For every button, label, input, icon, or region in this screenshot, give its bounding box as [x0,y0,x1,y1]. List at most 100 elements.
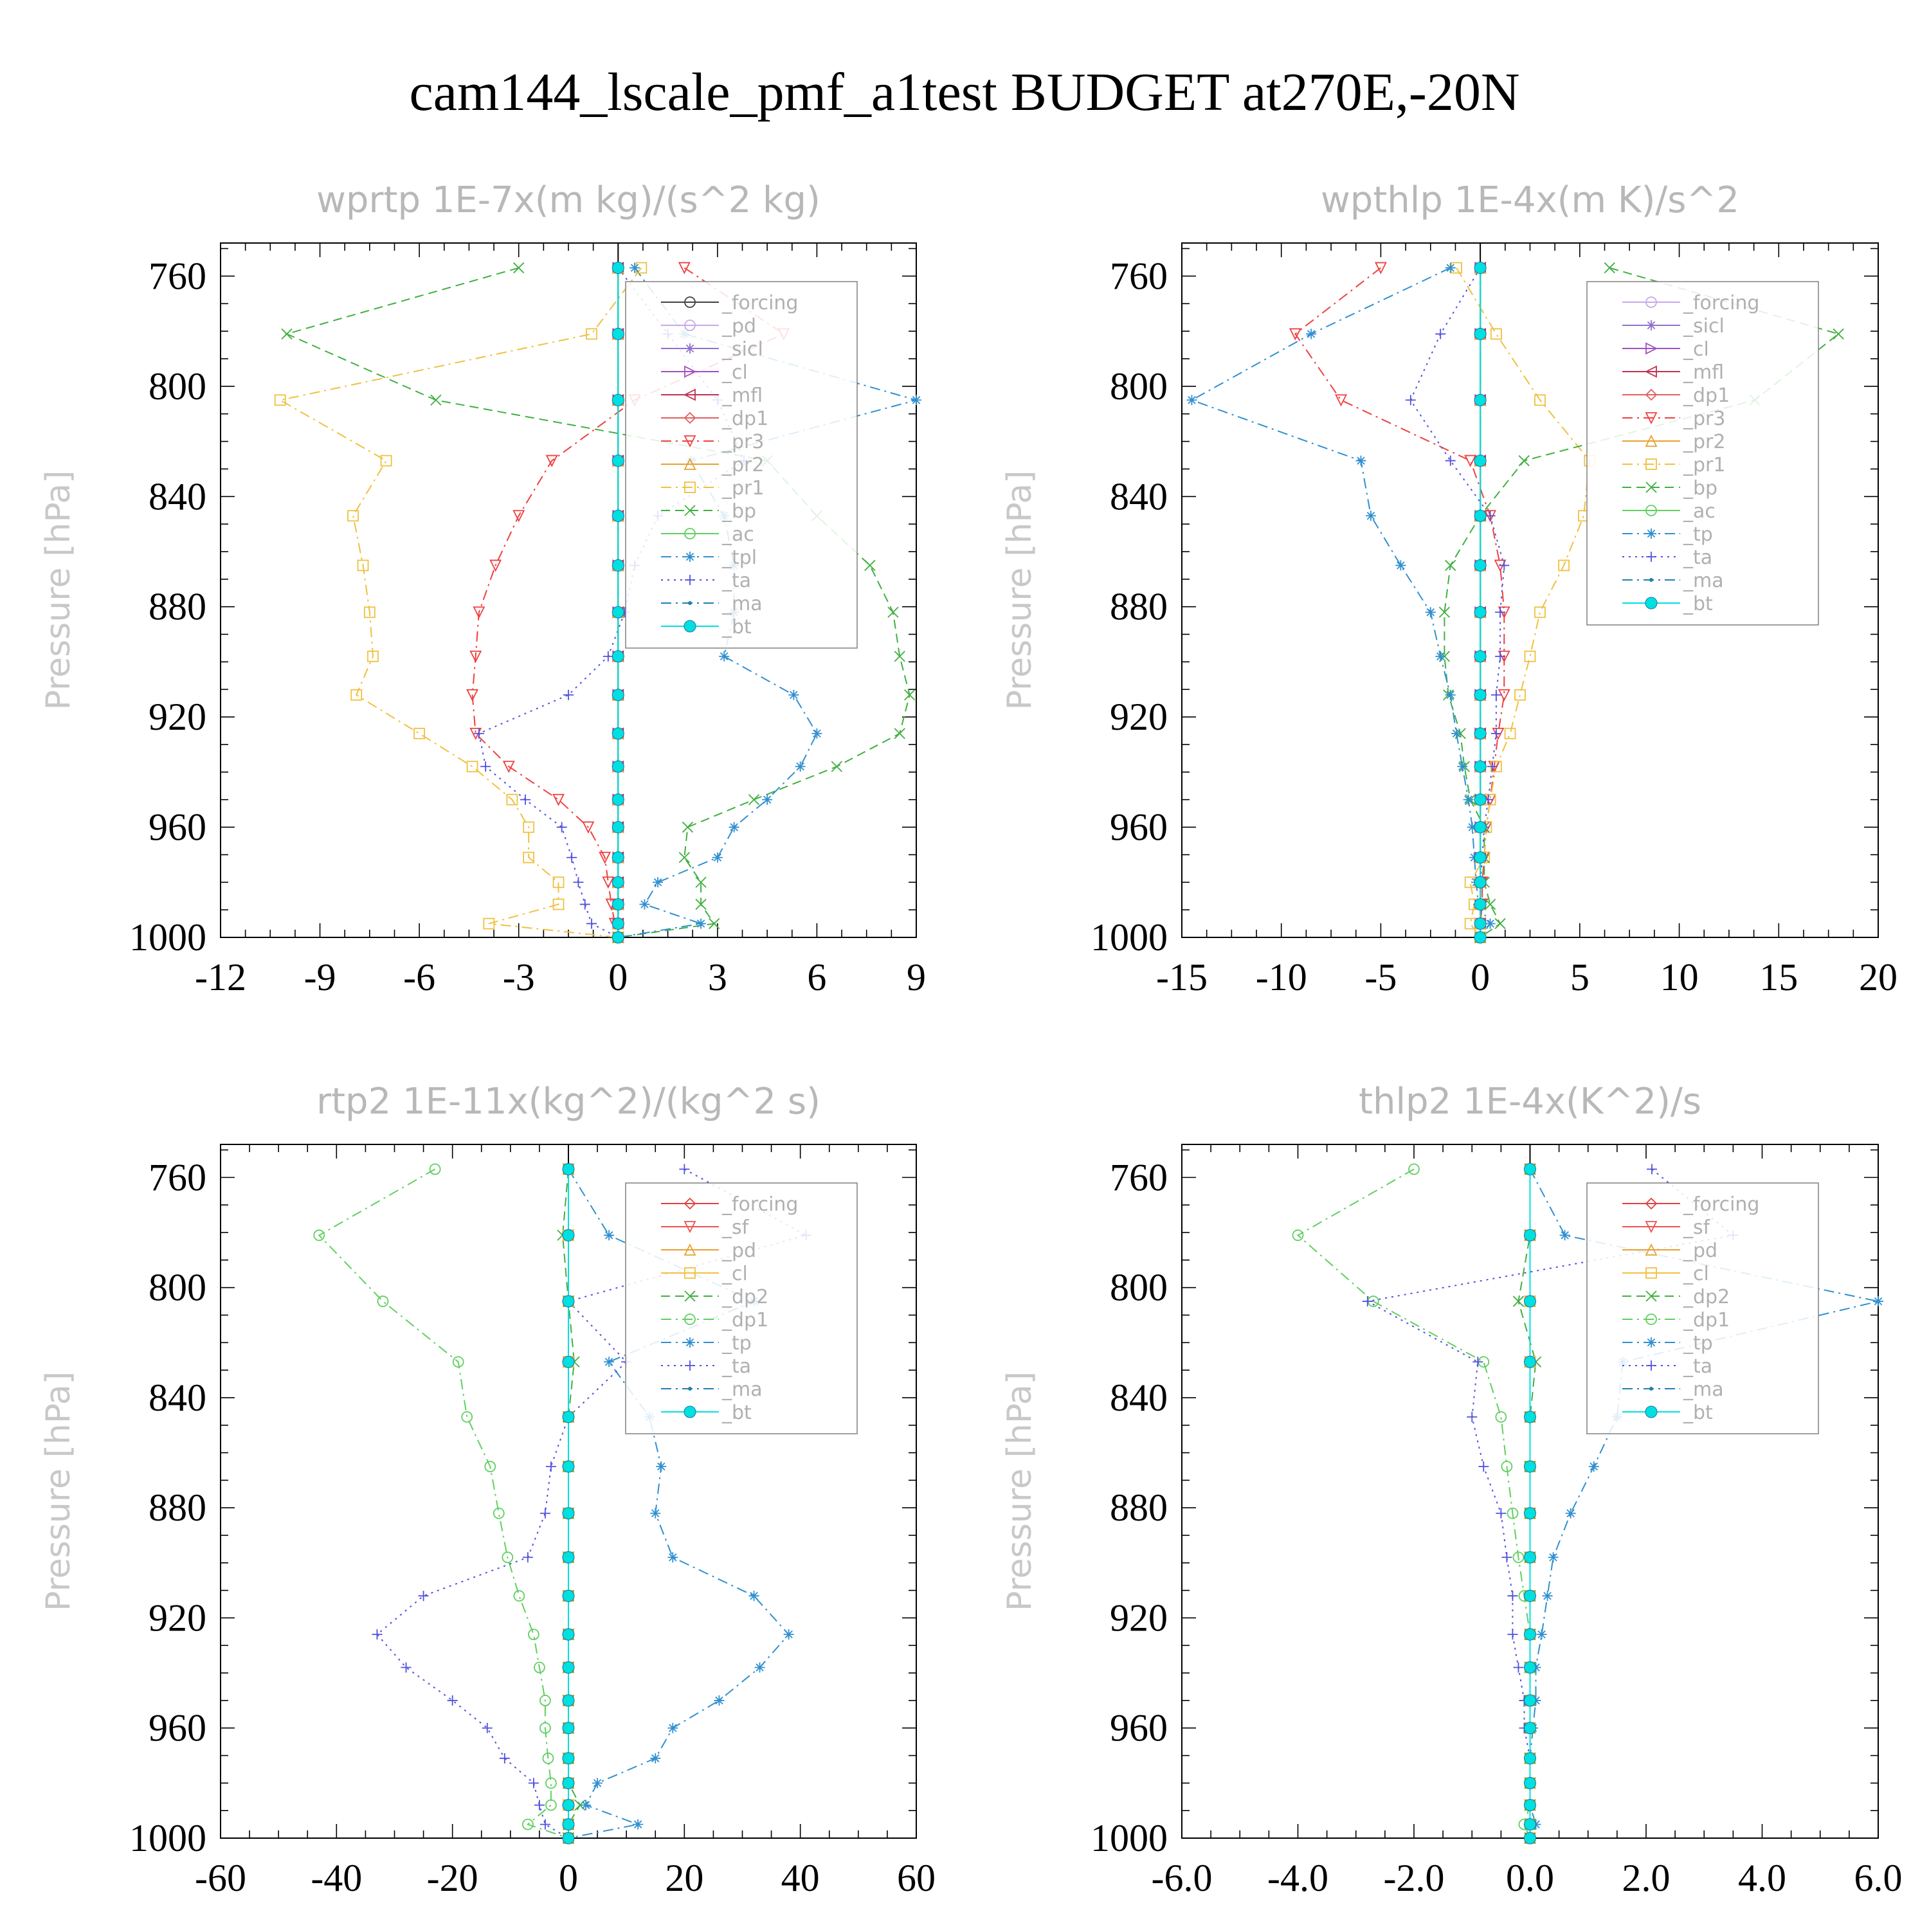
data-point-pr1 [1504,727,1516,739]
legend-box [625,1182,858,1434]
data-point-bt [611,559,624,572]
series-line-dp2 [561,1169,581,1838]
data-point-tp [1559,1230,1570,1241]
legend-label: _ma [1683,570,1724,592]
data-point-tp [1873,1296,1883,1307]
data-point-ta [499,1753,510,1764]
legend-marker [1644,365,1657,378]
legend-marker [1646,528,1656,539]
data-point-ta [579,899,590,910]
series-line-dp1 [318,1168,569,1839]
y-tick-label: 880 [1110,1486,1168,1529]
legend-label: _sicl [721,338,763,361]
data-point-bt [1524,1355,1536,1368]
data-point-pr3 [602,876,615,889]
data-point-tpl [629,262,640,273]
data-point-pr3 [1374,262,1387,275]
data-point-tpl [639,899,650,910]
y-tick-label: 800 [149,365,206,408]
data-point-tp [656,1461,667,1472]
data-point-pr3 [502,761,515,773]
data-point-bt [562,1799,575,1812]
data-point-dp1 [313,1229,325,1241]
legend-label: _pr3 [721,431,764,453]
data-point-bt [1524,1818,1536,1831]
data-point-bt [1524,1163,1536,1176]
data-point-tp [1457,761,1468,772]
data-point-bt [1524,1722,1536,1735]
data-point-bt [1474,917,1487,930]
data-point-tpl [712,852,723,863]
data-point-tp [667,1722,678,1733]
data-point-pr3 [1335,394,1347,407]
legend-marker [684,1314,696,1325]
data-point-pr1 [363,606,376,618]
data-point-bt [611,689,624,701]
data-point-tpl [811,728,822,739]
legend-label: _pr1 [721,477,764,500]
data-point-bt [611,760,624,773]
legend-label: _pd [1683,1240,1717,1262]
legend-label: _bp [1683,477,1717,500]
legend-marker [684,435,696,448]
data-point-pr3 [582,821,595,834]
x-tick-label: -5 [1364,956,1397,998]
legend-label: _ta [721,570,751,592]
legend-label: _dp1 [721,1309,768,1332]
legend-marker [685,343,695,354]
data-point-pr1 [413,727,426,739]
data-point-dp1 [1507,1507,1519,1519]
series-line-ta [1409,267,1505,937]
x-tick-label: 60 [897,1857,936,1899]
legend-label: _pr2 [721,454,764,476]
data-point-dp1 [539,1722,551,1734]
legend-marker [683,388,696,401]
data-point-bt [1524,1694,1536,1707]
data-point-ta [545,1461,556,1472]
series-line-pr1 [1456,267,1591,938]
data-point-bt [611,455,624,467]
legend-label: _ac [721,523,754,546]
data-point-dp1 [521,1818,534,1830]
legend-label: _dp2 [721,1286,768,1308]
data-point-pr1 [1524,650,1536,662]
data-point-pr1 [586,328,597,340]
panel-title: thlp2 1E-4x(K^2)/s [1359,1081,1701,1123]
data-point-bt [1524,1507,1536,1520]
legend-label: _bt [1683,593,1713,615]
data-point-tp [714,1695,725,1706]
data-point-tp [633,1819,644,1830]
legend-label: _mfl [721,384,763,407]
x-tick-label: -3 [503,956,535,998]
x-tick-label: 40 [781,1857,820,1899]
legend-box [1586,281,1819,626]
x-tick-label: 6.0 [1854,1857,1903,1899]
data-point-dp1 [452,1356,464,1368]
legend-marker [1645,1197,1658,1210]
legend-label: _bt [1683,1402,1713,1424]
data-point-ta [480,761,491,772]
data-point-tp [1548,1552,1559,1563]
data-point-bp [1484,898,1496,910]
data-point-bt [562,1163,575,1176]
data-point-tp [604,1230,615,1241]
x-tick-label: 20 [665,1857,703,1899]
data-point-ta [1490,728,1501,739]
data-point-bt [611,876,624,889]
x-tick-label: -60 [195,1857,246,1899]
data-point-ta [1472,1357,1483,1368]
data-point-tp [754,1662,765,1673]
data-point-bp [1604,262,1615,274]
data-point-ta [447,1695,458,1706]
data-point-ta [1467,1411,1478,1422]
legend-label: _dp1 [1683,1309,1730,1332]
y-tick-label: 800 [149,1267,206,1309]
data-point-pr3 [489,559,502,572]
data-point-bp [748,794,760,806]
data-point-bt [1474,727,1487,740]
data-point-dp1 [513,1590,525,1602]
data-point-bt [562,1694,575,1707]
legend-marker [1645,458,1657,470]
x-tick-label: -2.0 [1384,1857,1445,1899]
